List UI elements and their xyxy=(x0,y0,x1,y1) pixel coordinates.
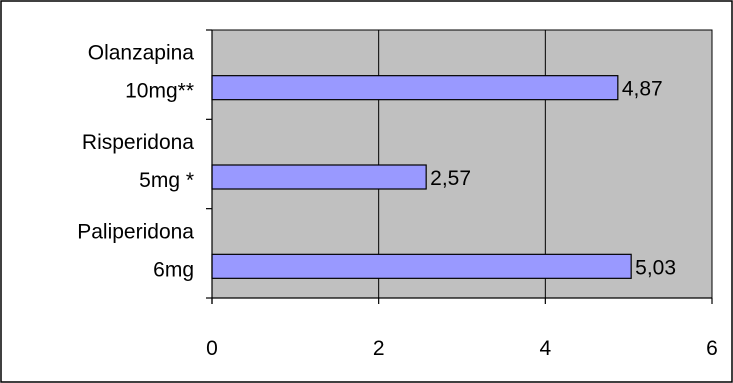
x-tick-label: 4 xyxy=(539,337,551,360)
bars xyxy=(211,75,632,279)
x-tick-label: 6 xyxy=(706,337,718,360)
category-label: Risperidona xyxy=(82,131,194,154)
bar xyxy=(211,75,619,101)
gridlines xyxy=(378,30,713,298)
category-label: 10mg** xyxy=(125,80,194,103)
bar xyxy=(211,253,632,279)
category-label: Olanzapina xyxy=(88,42,195,65)
x-tick-label: 0 xyxy=(206,337,218,360)
category-label: 6mg xyxy=(153,258,194,281)
x-tick-label: 2 xyxy=(373,337,385,360)
bar xyxy=(211,164,427,190)
data-label: 2,57 xyxy=(430,167,471,190)
data-label: 4,87 xyxy=(622,78,663,101)
plot-area xyxy=(211,29,713,299)
category-label: 5mg * xyxy=(139,169,194,192)
axes xyxy=(206,29,713,304)
labels: 4,87 2,57 5,03 Olanzapina 10mg** Risperidona 5… xyxy=(77,42,718,360)
category-label: Paliperidona xyxy=(77,220,194,243)
data-label: 5,03 xyxy=(635,256,676,279)
